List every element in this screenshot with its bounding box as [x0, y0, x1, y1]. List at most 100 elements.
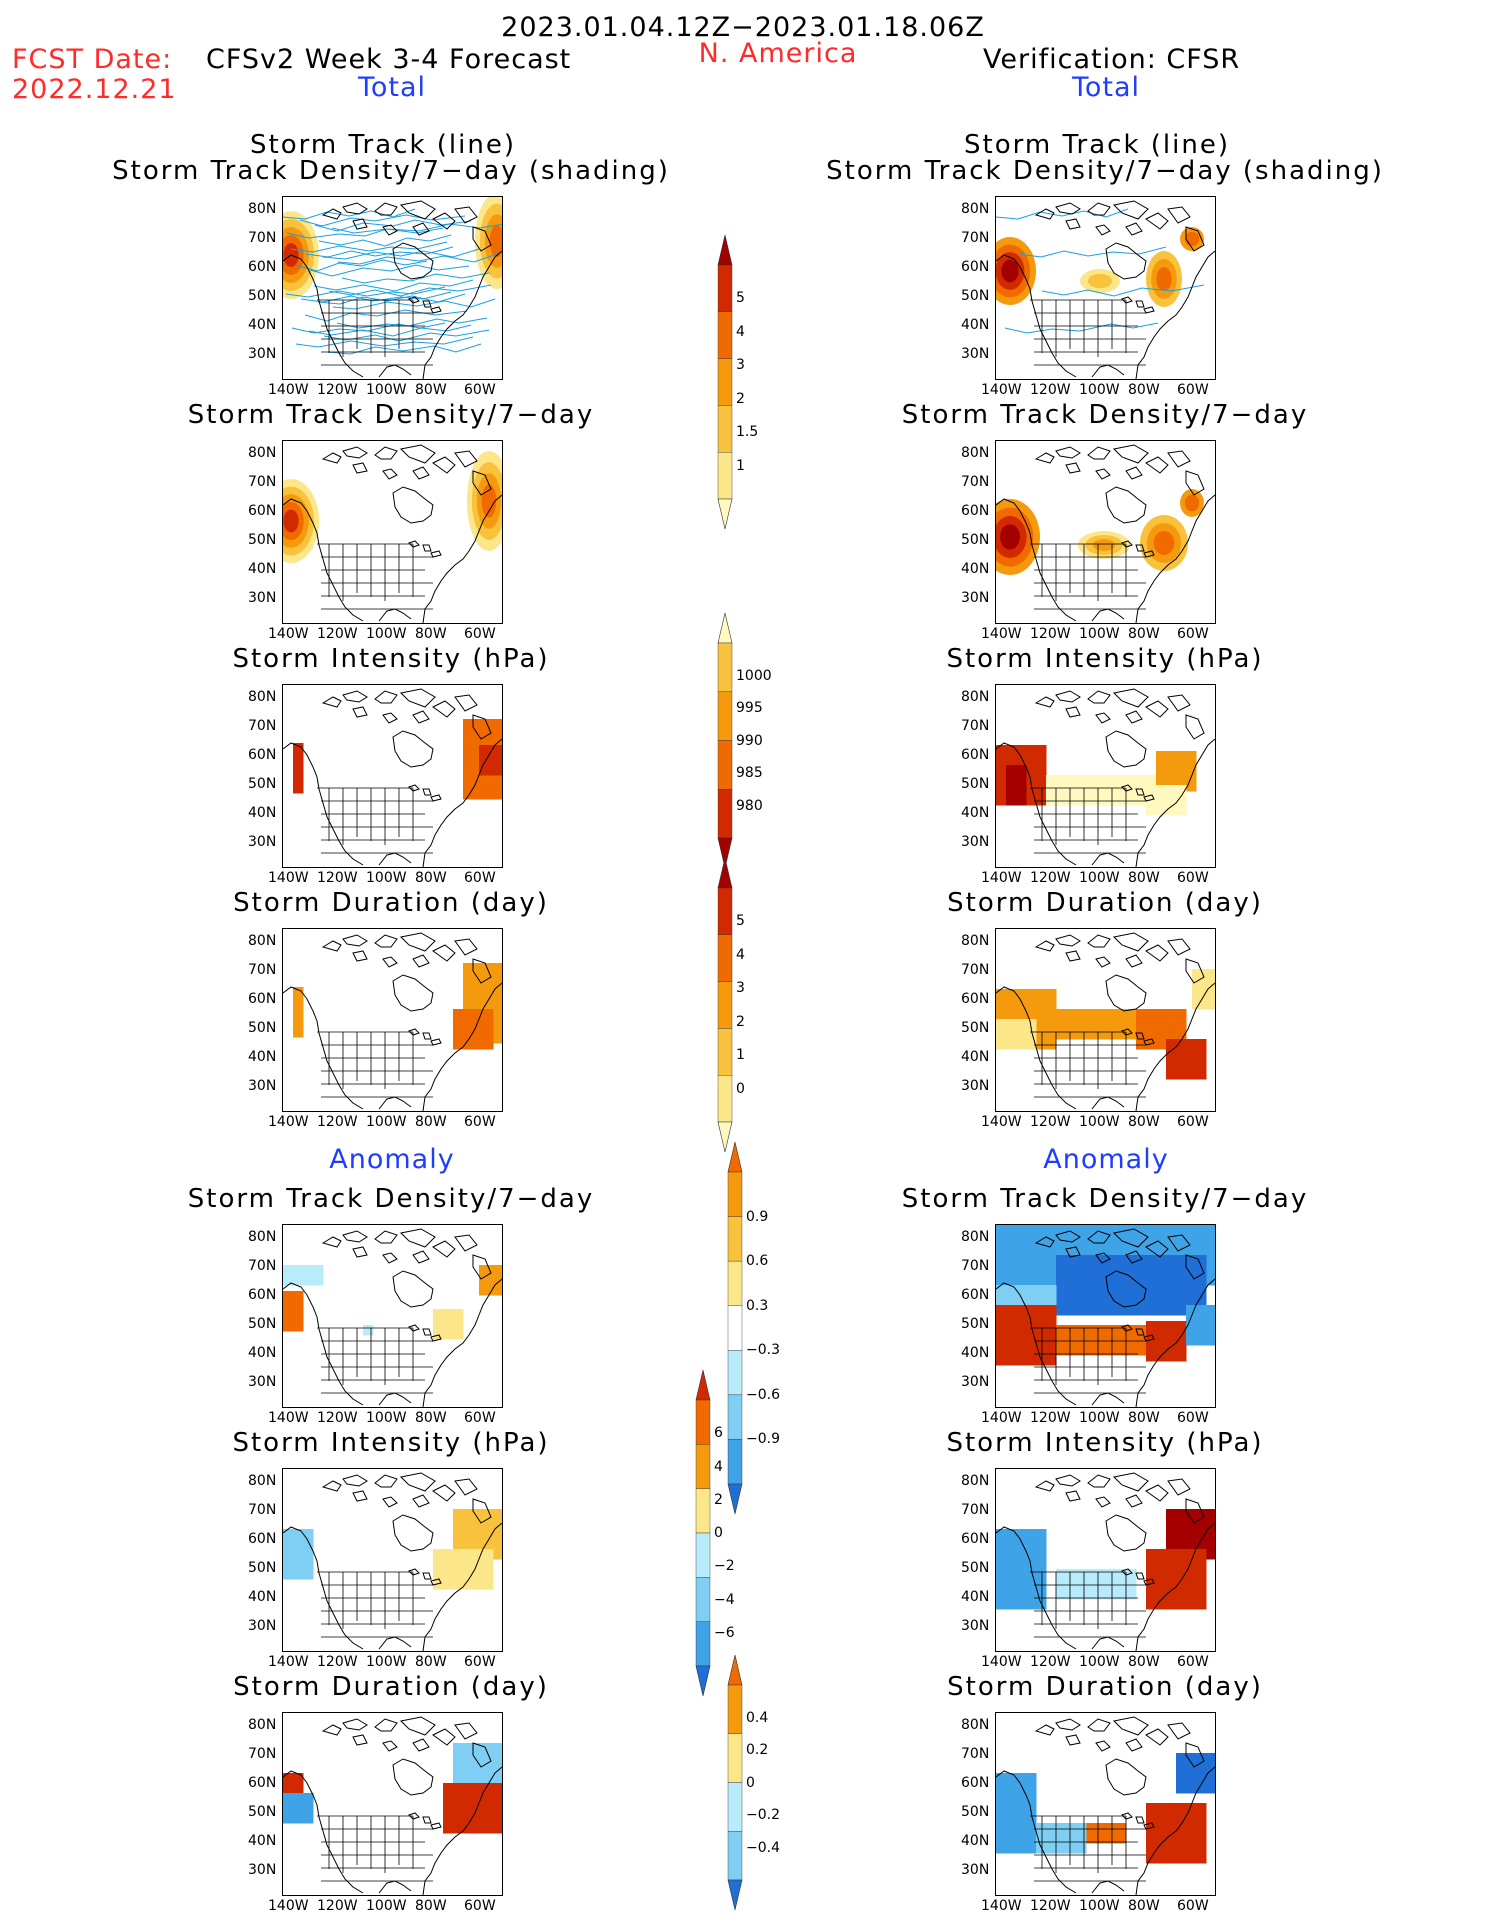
duration-sw: [996, 1019, 1037, 1050]
lat-tick-label: 30N: [248, 1374, 277, 1390]
lat-tick-label: 50N: [961, 776, 990, 792]
coastlines: [996, 444, 1215, 623]
lat-tick-label: 30N: [248, 834, 277, 850]
colorbar-tick-label: 6: [714, 1425, 723, 1442]
lat-tick-label: 70N: [961, 1258, 990, 1274]
lon-tick-label: 60W: [1177, 1898, 1209, 1914]
panel-title-density-right: Storm Track Density/7−day: [901, 400, 1309, 430]
lon-tick-label: 80W: [415, 1410, 447, 1426]
fcst-date-value: 2022.12.21: [12, 74, 177, 105]
lon-tick-label: 80W: [1128, 626, 1160, 642]
lon-tick-label: 100W: [366, 1898, 407, 1914]
lat-tick-label: 30N: [248, 1078, 277, 1094]
map-svg: [283, 1228, 502, 1407]
intensity-core: [1006, 765, 1027, 806]
duration-core: [453, 1009, 494, 1050]
colorbar-tick-label: −0.4: [746, 1839, 780, 1856]
lat-tick-label: 40N: [961, 1049, 990, 1065]
anom-central: [1086, 1823, 1127, 1844]
coastlines: [283, 1228, 502, 1407]
density-nw-atlantic: [1140, 515, 1188, 571]
lon-tick-label: 100W: [366, 1654, 407, 1670]
storm-track-lines: [283, 208, 502, 355]
lat-tick-label: 40N: [248, 1345, 277, 1361]
coastlines: [283, 200, 502, 379]
lat-tick-label: 50N: [961, 1316, 990, 1332]
lon-tick-label: 100W: [366, 626, 407, 642]
lon-tick-label: 120W: [317, 870, 358, 886]
anom-small: [363, 1325, 374, 1336]
lon-tick-label: 80W: [1128, 870, 1160, 886]
lat-tick-label: 70N: [961, 962, 990, 978]
colorbar-tick-label: 0.4: [746, 1709, 769, 1726]
lon-tick-label: 100W: [366, 382, 407, 398]
lon-tick-label: 60W: [1177, 1410, 1209, 1426]
anom-nw-atlantic: [433, 1309, 464, 1340]
anom-ne-pacific: [996, 1305, 1057, 1366]
colorbar-tick-label: 1: [736, 1047, 745, 1064]
lon-tick-label: 120W: [1030, 870, 1071, 886]
lat-tick-label: 50N: [961, 1560, 990, 1576]
region-title: N. America: [698, 38, 858, 69]
lon-tick-label: 60W: [1177, 1114, 1209, 1130]
lat-tick-label: 60N: [248, 1287, 277, 1303]
lat-tick-label: 50N: [961, 1020, 990, 1036]
lon-tick-label: 120W: [317, 626, 358, 642]
lon-tick-label: 140W: [268, 382, 309, 398]
lon-tick-label: 120W: [317, 1114, 358, 1130]
panel-title-intensity-anom-left: Storm Intensity (hPa): [232, 1428, 550, 1458]
political-borders: [1030, 1815, 1146, 1882]
colorbar-tick-label: 0: [714, 1525, 723, 1541]
verification-anomaly-label: Anomaly: [1043, 1144, 1169, 1175]
density-great-lakes: [1080, 269, 1120, 293]
map-svg: [283, 444, 502, 623]
map-svg: [996, 688, 1215, 867]
duration-great-lakes: [1136, 1009, 1187, 1050]
colorbar-svg: [717, 857, 733, 1153]
lat-tick-label: 30N: [961, 1618, 990, 1634]
lat-tick-label: 70N: [248, 1258, 277, 1274]
anom-east: [1146, 1803, 1207, 1864]
duration-east: [1166, 1039, 1207, 1080]
lon-tick-label: 60W: [464, 1654, 496, 1670]
colorbar-tick-label: 0.9: [746, 1208, 769, 1225]
lat-tick-label: 80N: [248, 1717, 277, 1733]
lat-tick-label: 60N: [961, 1287, 990, 1303]
lat-tick-label: 70N: [248, 1502, 277, 1518]
panel-title-intensity-right: Storm Intensity (hPa): [946, 644, 1264, 674]
density-nw-atlantic: [467, 451, 502, 551]
lon-tick-label: 80W: [415, 382, 447, 398]
lon-tick-label: 80W: [415, 626, 447, 642]
lon-tick-label: 140W: [981, 626, 1022, 642]
lon-tick-label: 80W: [415, 1898, 447, 1914]
political-borders: [1030, 787, 1146, 854]
lon-tick-label: 100W: [1079, 1898, 1120, 1914]
lat-tick-label: 60N: [961, 503, 990, 519]
lon-tick-label: 120W: [317, 1410, 358, 1426]
lon-tick-label: 60W: [464, 870, 496, 886]
colorbar-tick-label: 2: [736, 1013, 745, 1030]
lat-tick-label: 80N: [961, 445, 990, 461]
lat-tick-label: 40N: [248, 317, 277, 333]
lat-tick-label: 60N: [961, 259, 990, 275]
lon-tick-label: 120W: [1030, 1654, 1071, 1670]
colorbar-tick-label: −0.3: [746, 1342, 780, 1359]
lon-tick-label: 140W: [981, 1114, 1022, 1130]
lon-tick-label: 120W: [1030, 382, 1071, 398]
colorbar-tick-label: 995: [736, 700, 763, 716]
duration-ne-pacific: [293, 987, 304, 1038]
colorbar-tick-label: 0: [736, 1080, 745, 1097]
map-svg: [283, 688, 502, 867]
lat-tick-label: 80N: [961, 933, 990, 949]
lat-tick-label: 40N: [961, 805, 990, 821]
lon-tick-label: 60W: [464, 626, 496, 642]
colorbar-tick-label: 1.5: [736, 424, 759, 441]
forecast-model-title: CFSv2 Week 3-4 Forecast: [206, 44, 572, 75]
colorbar-tick-label: 985: [736, 765, 763, 781]
panel-title-intensity-anom-right: Storm Intensity (hPa): [946, 1428, 1264, 1458]
anom-central-us: [1056, 1325, 1157, 1356]
lat-tick-label: 70N: [961, 1502, 990, 1518]
lat-tick-label: 60N: [248, 991, 277, 1007]
panel-title-duration-anom-left: Storm Duration (day): [233, 1672, 549, 1702]
lat-tick-label: 30N: [961, 1374, 990, 1390]
